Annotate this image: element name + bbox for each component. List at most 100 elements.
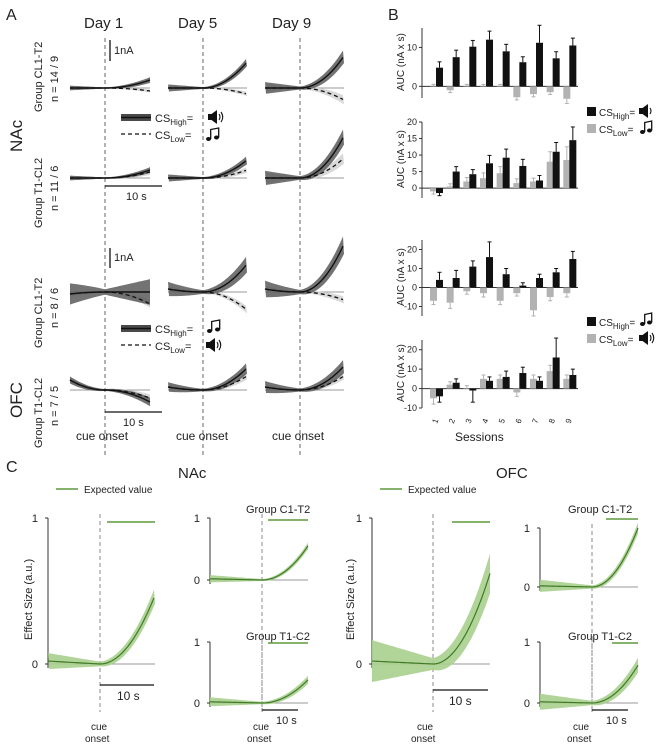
- scale-bars-a: [105, 40, 162, 413]
- cs-high-bar: [469, 174, 477, 189]
- effect-band: [372, 553, 490, 683]
- cs-high-bar: [536, 42, 543, 87]
- cs-low-bar: [563, 86, 571, 99]
- cs-high-bar: [519, 62, 527, 87]
- y-axis-label: AUC (nA x s): [396, 248, 407, 306]
- cs-high-band: [70, 376, 150, 407]
- y-tick-label-zero: 0: [32, 659, 38, 671]
- day-1-label: Day 1: [84, 15, 123, 32]
- cs-low-bar: [513, 287, 521, 294]
- y-tick-label: -10: [404, 403, 417, 413]
- group-nac-cl-label: Group CL1-T2: [33, 42, 45, 112]
- cs-low-bar: [530, 378, 537, 389]
- c-ofc-t1-time-label: 10 s: [606, 715, 627, 727]
- cs-high-band: [168, 156, 247, 182]
- effect-band: [48, 589, 155, 670]
- legend-nac-cs-high: CSHigh=: [155, 113, 193, 127]
- effect-trace: [539, 664, 639, 704]
- region-ofc-label: OFC: [7, 382, 26, 418]
- group-c1-label-ofc: Group C1-T2: [568, 504, 632, 516]
- cs-low-bar: [430, 287, 437, 301]
- cs-low-bar: [563, 378, 571, 389]
- y-tick-label: 15: [407, 134, 417, 144]
- legend-b-nac-low: CSLow=: [599, 125, 634, 138]
- cs-high-bar: [552, 58, 560, 87]
- cs-high-trace: [167, 264, 247, 293]
- cs-low-bar: [463, 388, 471, 390]
- y-tick-label-zero: 0: [524, 582, 530, 594]
- x-tick-label: 8: [547, 417, 557, 425]
- cs-low-bar: [513, 388, 521, 393]
- effect-trace: [209, 545, 309, 581]
- y-tick-label: 0: [412, 183, 417, 193]
- day-9-label: Day 9: [272, 15, 311, 32]
- legend-b-ofc-high: CSHigh=: [599, 318, 635, 331]
- cs-high-bar: [469, 266, 477, 288]
- c-ofc-main-cue: cue: [417, 722, 434, 733]
- cs-high-bar: [436, 188, 443, 194]
- effect-trace: [539, 527, 639, 588]
- cue-onset-lines: [104, 38, 301, 458]
- x-tick-label: 9: [564, 417, 574, 425]
- cs-high-trace: [168, 160, 247, 179]
- cs-low-bar: [463, 86, 471, 87]
- cs-high-band: [265, 129, 344, 185]
- cs-high-bar: [452, 171, 460, 189]
- cs-high-bar: [552, 151, 560, 189]
- ofc-amp-scale-label: 1nA: [114, 252, 134, 264]
- cs-high-trace: [69, 291, 150, 295]
- effect-trace: [371, 573, 491, 665]
- nac-amp-scale-label: 1nA: [114, 45, 134, 57]
- group-t1-label-ofc: Group T1-C2: [568, 631, 632, 643]
- effect-plot-nac-c1: 01: [194, 513, 309, 712]
- cs-high-band: [168, 363, 247, 393]
- y-tick-label-one: 1: [194, 637, 200, 649]
- panel-c: C NAc OFC Expected value Expected value …: [6, 459, 639, 745]
- cs-low-bar: [480, 378, 487, 389]
- cs-low-bar: [446, 287, 454, 303]
- cs-low-bar: [530, 287, 537, 311]
- cs-high-bar: [519, 285, 527, 288]
- y-tick-label-one: 1: [524, 637, 530, 649]
- y-tick-label-one: 1: [32, 513, 38, 525]
- group-ofc-cl-label: Group CL1-T2: [33, 278, 45, 348]
- c-nac-t1-time-label: 10 s: [276, 715, 297, 727]
- cs-low-trace: [70, 171, 151, 179]
- x-tick-label: 6: [514, 417, 524, 425]
- cs-high-bar: [502, 157, 510, 189]
- cs-high-trace: [69, 379, 151, 403]
- cs-high-bar: [469, 388, 477, 391]
- cs-low-trace: [264, 288, 344, 301]
- effect-plot-ofc-t1: 01: [524, 637, 639, 712]
- cs-low-bar: [530, 86, 537, 95]
- legend-b-nac: CSHigh= CSLow=: [587, 104, 653, 138]
- cs-low-bar: [446, 384, 454, 389]
- y-tick-label: 10: [407, 150, 417, 160]
- cs-high-trace: [70, 169, 151, 179]
- cs-low-bar: [430, 388, 437, 399]
- group-t1-label-nac: Group T1-C2: [246, 631, 310, 643]
- speaker-icon: [208, 110, 224, 124]
- cs-low-trace: [168, 169, 247, 179]
- legend-nac-cs-low: CSLow=: [155, 130, 191, 144]
- cs-low-bar: [463, 287, 471, 292]
- y-tick-label: -10: [404, 302, 417, 312]
- cs-low-trace: [70, 87, 151, 92]
- y-tick-label: 10: [407, 264, 417, 274]
- day-5-label: Day 5: [178, 15, 217, 32]
- cs-high-bar: [536, 380, 543, 389]
- music-note-icon: [207, 319, 221, 333]
- cs-high-bar: [452, 278, 460, 288]
- legend-ofc-cs-low: CSLow=: [155, 341, 191, 355]
- cs-high-bar: [486, 257, 493, 288]
- cs-high-bar: [569, 259, 577, 288]
- speaker-icon: [206, 338, 222, 352]
- music-note-icon: [640, 312, 653, 326]
- x-tick-label: 2: [447, 417, 457, 425]
